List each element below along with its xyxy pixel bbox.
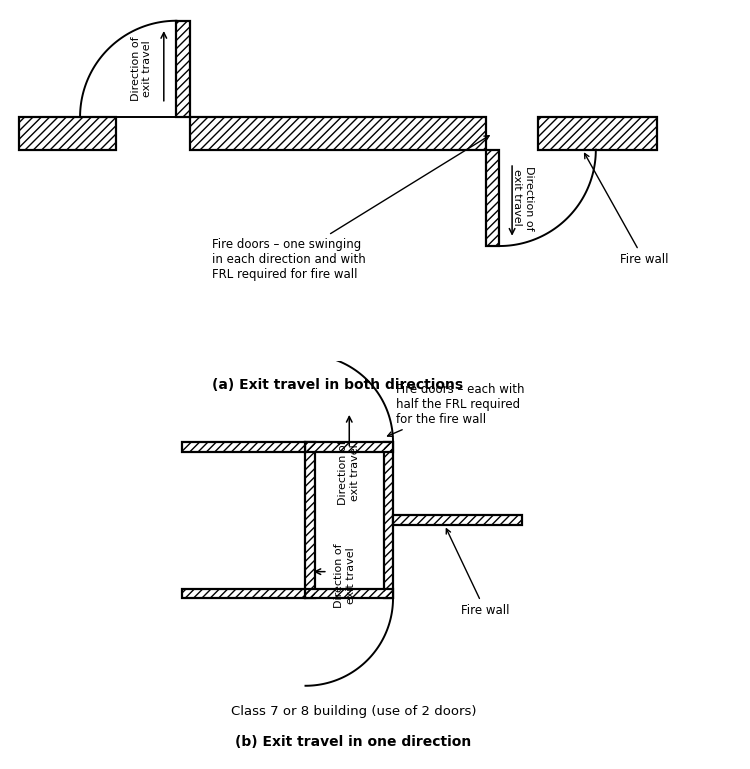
Bar	[486, 150, 500, 246]
Bar	[182, 589, 305, 598]
Text: Direction of
exit travel: Direction of exit travel	[130, 37, 152, 102]
Bar	[20, 117, 116, 150]
Bar	[393, 515, 522, 525]
Text: Direction of
exit travel: Direction of exit travel	[334, 544, 356, 608]
Bar	[176, 21, 190, 117]
Bar	[305, 442, 315, 598]
Bar	[182, 442, 305, 451]
Text: Fire doors – each with
half the FRL required
for the fire wall: Fire doors – each with half the FRL requ…	[388, 383, 525, 436]
Bar	[486, 150, 500, 246]
Bar	[305, 442, 393, 451]
Text: Fire doors – one swinging
in each direction and with
FRL required for fire wall: Fire doors – one swinging in each direct…	[212, 135, 489, 281]
Text: Class 7 or 8 building (use of 2 doors): Class 7 or 8 building (use of 2 doors)	[231, 704, 476, 717]
Bar	[176, 21, 190, 117]
Text: (a) Exit travel in both directions: (a) Exit travel in both directions	[212, 378, 464, 392]
Bar	[182, 589, 305, 598]
Bar	[383, 442, 393, 598]
Text: Direction of
exit travel: Direction of exit travel	[512, 165, 534, 230]
Bar	[182, 442, 305, 451]
Bar	[305, 442, 315, 598]
Bar	[305, 442, 393, 451]
Text: Fire wall: Fire wall	[446, 529, 509, 617]
Bar	[20, 117, 116, 150]
Bar	[383, 442, 393, 598]
Bar	[305, 589, 393, 598]
Text: Fire wall: Fire wall	[584, 154, 668, 266]
Bar	[538, 117, 656, 150]
Text: (b) Exit travel in one direction: (b) Exit travel in one direction	[236, 734, 472, 749]
Bar	[305, 589, 393, 598]
Bar	[190, 117, 486, 150]
Bar	[190, 117, 486, 150]
Bar	[538, 117, 656, 150]
Bar	[393, 515, 522, 525]
Text: Direction of
exit travel: Direction of exit travel	[338, 441, 360, 505]
